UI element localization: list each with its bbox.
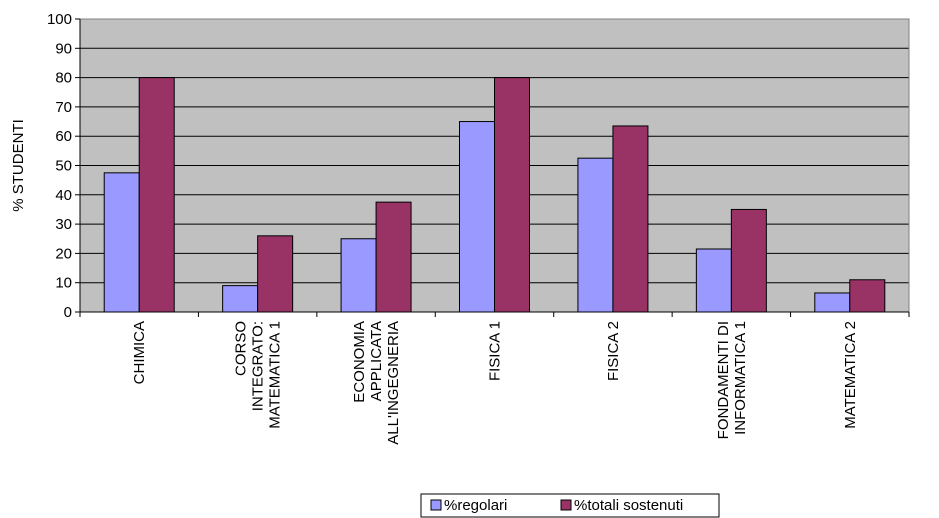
bar-regolari — [814, 292, 851, 313]
bar-totali-sostenuti — [849, 279, 886, 313]
bar-regolari — [459, 121, 495, 313]
x-category-label: CHIMICA — [131, 321, 148, 384]
y-tick-label: 50 — [55, 158, 72, 175]
plot-area — [79, 18, 910, 313]
bar-totali-sostenuti — [375, 201, 412, 313]
y-tick-label: 60 — [55, 128, 72, 145]
y-tick-label: 80 — [55, 70, 72, 87]
y-tick-label: 70 — [55, 99, 72, 116]
y-tick-label: 100 — [47, 11, 72, 28]
bar-regolari — [103, 172, 140, 313]
bar-totali-sostenuti — [138, 77, 175, 313]
x-category-label: FONDAMENTI DIINFORMATICA 1 — [715, 321, 749, 439]
legend: %regolari %totali sostenuti — [420, 493, 720, 518]
bar-totali-sostenuti — [257, 235, 294, 313]
x-category-label: FISICA 2 — [605, 321, 622, 381]
legend-swatch — [430, 499, 442, 511]
legend-label: %totali sostenuti — [574, 497, 683, 514]
bar-totali-sostenuti — [494, 77, 530, 313]
bar-regolari — [695, 248, 732, 313]
y-tick-label: 0 — [64, 304, 72, 321]
x-category-label: ECONOMIAAPPLICATAALL'INGEGNERIA — [351, 321, 402, 445]
y-tick-label: 40 — [55, 187, 72, 204]
bar-regolari — [340, 238, 377, 313]
y-tick-label: 30 — [55, 216, 72, 233]
bar-totali-sostenuti — [612, 125, 649, 313]
y-tick-label: 20 — [55, 245, 72, 262]
y-tick-label: 90 — [55, 40, 72, 57]
bar-totali-sostenuti — [730, 208, 767, 313]
y-tick-label: 10 — [55, 275, 72, 292]
legend-label: %regolari — [444, 497, 507, 514]
x-category-label: MATEMATICA 2 — [842, 321, 859, 429]
bar-regolari — [577, 157, 614, 313]
x-category-label: CORSOINTEGRATO:MATEMATICA 1 — [233, 321, 284, 429]
x-axis: CHIMICA CORSOINTEGRATO:MATEMATICA 1 ECONOM… — [79, 311, 910, 445]
y-axis: 0 10 20 30 40 50 60 70 80 90 100 — [47, 11, 81, 321]
legend-swatch — [560, 499, 572, 511]
y-axis-title: % STUDENTI — [10, 119, 27, 212]
bar-regolari — [222, 285, 259, 313]
x-category-label: FISICA 1 — [487, 321, 504, 381]
